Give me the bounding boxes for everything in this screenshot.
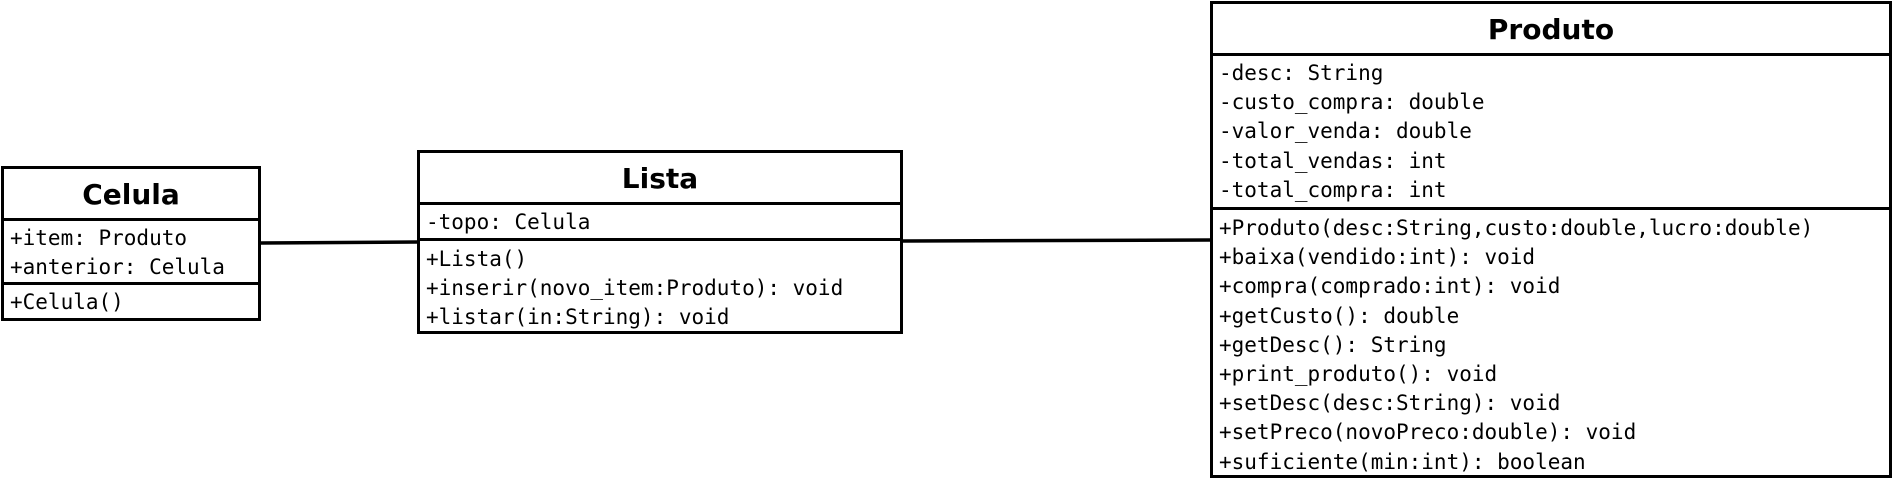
operation-set-desc: +setDesc(desc:String): void [1219,391,1561,416]
operation-get-desc: +getDesc(): String [1219,332,1447,357]
attribute-topo: -topo: Celula [426,210,591,234]
class-name-lista: Lista [420,153,900,205]
operation-print-produto: +print_produto(): void [1219,362,1498,387]
attributes-celula: +item: Produto +anterior: Celula [4,221,258,285]
attributes-produto: -desc: String -custo_compra: double -val… [1213,56,1889,210]
operations-celula: +Celula() [4,285,258,317]
operation-produto-constructor: +Produto(desc:String,custo:double,lucro:… [1219,216,1814,240]
attribute-custo-compra: -custo_compra: double [1219,90,1485,115]
attribute-item: +item: Produto [10,226,188,250]
association-celula-lista [260,240,418,245]
operation-celula-constructor: +Celula() [10,290,124,314]
operation-baixa: +baixa(vendido:int): void [1219,245,1536,270]
operation-get-custo: +getCusto(): double [1219,303,1460,328]
association-lista-produto [902,238,1211,243]
attribute-desc: -desc: String [1219,61,1384,85]
class-box-celula[interactable]: Celula +item: Produto +anterior: Celula … [1,166,261,321]
operation-lista-constructor: +Lista() [426,247,528,271]
class-box-produto[interactable]: Produto -desc: String -custo_compra: dou… [1210,1,1892,478]
operations-produto: +Produto(desc:String,custo:double,lucro:… [1213,210,1889,477]
attributes-lista: -topo: Celula [420,205,900,241]
operations-lista: +Lista() +inserir(novo_item:Produto): vo… [420,241,900,332]
attribute-total-compra: -total_compra: int [1219,177,1447,202]
class-box-lista[interactable]: Lista -topo: Celula +Lista() +inserir(no… [417,150,903,334]
operation-suficiente: +suficiente(min:int): boolean [1219,449,1586,474]
class-name-celula: Celula [4,169,258,221]
operation-listar: +listar(in:String): void [426,305,730,329]
operation-set-preco: +setPreco(novoPreco:double): void [1219,420,1637,445]
attribute-valor-venda: -valor_venda: double [1219,119,1472,144]
attribute-total-vendas: -total_vendas: int [1219,148,1447,173]
operation-compra: +compra(comprado:int): void [1219,274,1561,299]
attribute-anterior: +anterior: Celula [10,255,225,279]
operation-inserir: +inserir(novo_item:Produto): void [426,276,844,300]
class-name-produto: Produto [1213,4,1889,56]
